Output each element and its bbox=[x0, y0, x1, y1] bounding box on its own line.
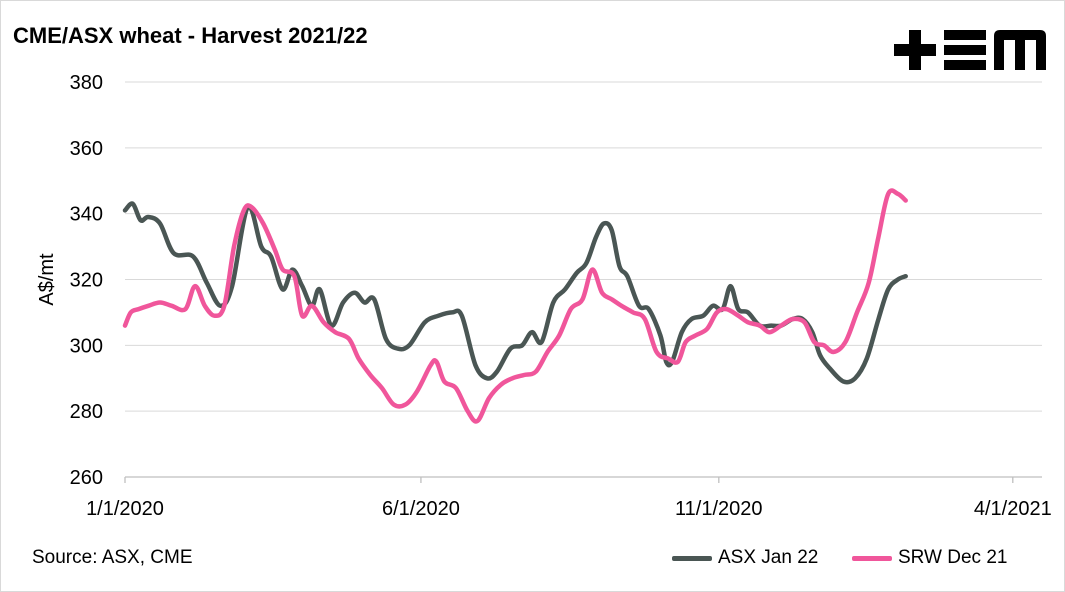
legend-item-asx: ASX Jan 22 bbox=[672, 545, 818, 571]
y-axis-title: A$/mt bbox=[36, 253, 58, 306]
legend-swatch-srw bbox=[852, 555, 892, 561]
axes bbox=[124, 476, 1042, 483]
y-tick-label: 280 bbox=[70, 401, 103, 423]
y-tick-label: 300 bbox=[70, 335, 103, 357]
y-tick-label: 260 bbox=[70, 467, 103, 489]
series-line-asx-jan-22 bbox=[122, 201, 908, 385]
series-lines bbox=[122, 188, 908, 424]
y-tick-label: 340 bbox=[70, 204, 103, 226]
x-tick-label: 11/1/2020 bbox=[675, 498, 763, 520]
legend-label-asx: ASX Jan 22 bbox=[718, 547, 819, 568]
x-tick-label: 4/1/2021 bbox=[974, 498, 1052, 520]
gridlines bbox=[125, 81, 1042, 412]
legend-swatch-asx bbox=[672, 555, 712, 561]
chart-title: CME/ASX wheat - Harvest 2021/22 bbox=[13, 23, 368, 48]
y-tick-label: 380 bbox=[70, 72, 103, 94]
source-note: Source: ASX, CME bbox=[32, 547, 193, 568]
legend-label-srw: SRW Dec 21 bbox=[898, 547, 1008, 568]
y-tick-label: 320 bbox=[70, 270, 103, 292]
x-tick-label: 6/1/2020 bbox=[382, 498, 460, 520]
series-line-srw-dec-21 bbox=[122, 188, 908, 424]
x-tick-label: 1/1/2020 bbox=[86, 498, 164, 520]
tick-labels: 260 280 300 320 340 360 380 1/1/2020 6/1/2020 11/… bbox=[36, 72, 1052, 520]
company-logo bbox=[894, 30, 1046, 70]
legend-item-srw: SRW Dec 21 bbox=[852, 545, 1007, 571]
y-tick-label: 360 bbox=[70, 138, 103, 160]
